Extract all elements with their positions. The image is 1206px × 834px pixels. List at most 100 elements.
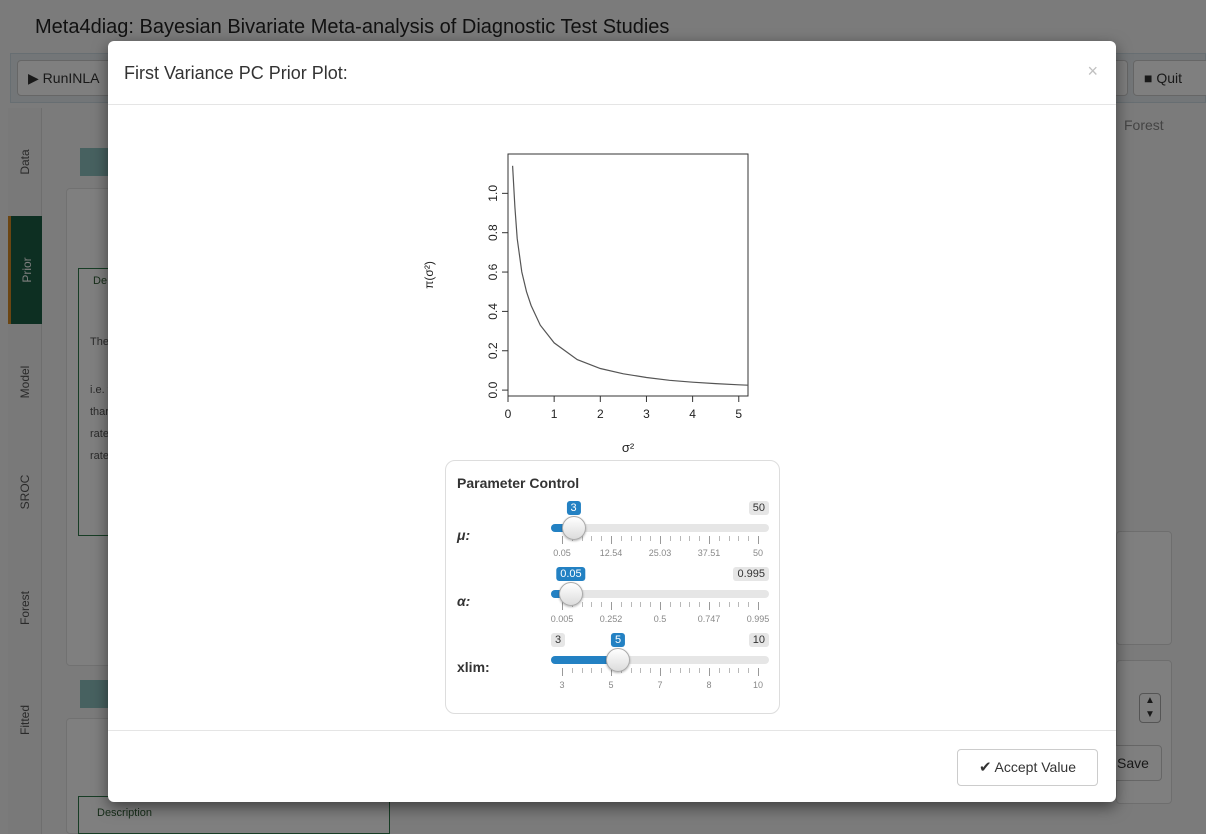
slider-tick bbox=[738, 668, 740, 673]
x-tick-label: 4 bbox=[689, 407, 696, 421]
y-tick-label: 0.0 bbox=[486, 381, 500, 398]
slider-tick bbox=[758, 668, 759, 676]
slider-tick bbox=[611, 536, 612, 544]
slider-tick bbox=[660, 602, 661, 610]
slider-tick bbox=[728, 536, 730, 541]
x-axis-label: σ² bbox=[622, 440, 635, 455]
prior-plot-modal: First Variance PC Prior Plot: × 0 1 2 3 4 5 0.… bbox=[108, 41, 1116, 802]
close-icon[interactable]: × bbox=[1087, 61, 1098, 81]
slider-tick bbox=[709, 668, 710, 676]
slider-tick bbox=[758, 602, 759, 610]
slider-tick bbox=[571, 668, 573, 673]
slider-tick bbox=[611, 668, 612, 676]
accept-value-label: Accept Value bbox=[994, 759, 1077, 775]
slider-tick bbox=[581, 602, 583, 607]
slider-tick bbox=[728, 668, 730, 673]
slider-track[interactable] bbox=[551, 524, 769, 532]
slider-track[interactable] bbox=[551, 590, 769, 598]
slider-tick bbox=[660, 668, 661, 676]
y-tick-label: 0.8 bbox=[486, 224, 500, 241]
slider-tick-label: 25.03 bbox=[648, 548, 672, 558]
slider-tick bbox=[689, 602, 691, 607]
x-tick-label: 1 bbox=[551, 407, 558, 421]
slider-tick bbox=[758, 536, 759, 544]
slider-tick-label: 8 bbox=[706, 680, 712, 690]
slider-tick bbox=[679, 668, 681, 673]
slider-tick bbox=[650, 668, 652, 673]
y-tick-label: 0.6 bbox=[486, 263, 500, 280]
slider-tick bbox=[748, 536, 750, 541]
slider-ticks bbox=[562, 668, 759, 678]
slider-tick bbox=[620, 602, 622, 607]
slider-tick-label: 50 bbox=[752, 548, 764, 558]
slider-tick bbox=[630, 668, 632, 673]
slider-tick bbox=[562, 668, 563, 676]
slider-tick bbox=[562, 536, 563, 544]
slider-tick bbox=[640, 602, 642, 607]
modal-header: First Variance PC Prior Plot: × bbox=[108, 41, 1116, 105]
slider-tick-label: 0.05 bbox=[553, 548, 571, 558]
slider-tick bbox=[738, 602, 740, 607]
checkmark-icon: ✔ bbox=[978, 759, 992, 776]
slider-tick bbox=[581, 668, 583, 673]
slider-ticks bbox=[562, 602, 759, 612]
accept-value-button[interactable]: ✔ Accept Value bbox=[957, 749, 1098, 786]
xlim-slider[interactable]: 3 5 7 8 10 3 10 5 bbox=[551, 633, 771, 703]
slider-tick bbox=[718, 536, 720, 541]
slider-tick bbox=[630, 602, 632, 607]
pc-prior-plot: 0 1 2 3 4 5 0.0 0.2 0.4 0.6 0.8 1.0 σ² π(σ²) bbox=[422, 153, 749, 455]
alpha-label: α: bbox=[457, 593, 471, 609]
slider-tick bbox=[699, 602, 701, 607]
slider-fill bbox=[551, 656, 618, 664]
slider-tick bbox=[611, 602, 612, 610]
alpha-slider[interactable]: 0.005 0.252 0.5 0.747 0.995 0.995 0.05 bbox=[551, 567, 771, 637]
parameter-control-title: Parameter Control bbox=[457, 475, 580, 491]
slider-tick bbox=[601, 536, 603, 541]
slider-value-label: 3 bbox=[566, 501, 581, 515]
x-tick-label: 2 bbox=[597, 407, 604, 421]
slider-handle[interactable] bbox=[606, 648, 630, 672]
slider-handle[interactable] bbox=[558, 582, 583, 606]
slider-tick bbox=[669, 668, 671, 673]
slider-tick-label: 0.995 bbox=[746, 614, 770, 624]
slider-tick bbox=[709, 536, 710, 544]
modal-footer: ✔ Accept Value bbox=[108, 730, 1116, 802]
slider-tick-label: 0.005 bbox=[550, 614, 574, 624]
slider-tick bbox=[620, 536, 622, 541]
x-tick-label: 3 bbox=[643, 407, 650, 421]
slider-tick bbox=[679, 536, 681, 541]
prior-density-line bbox=[512, 165, 749, 386]
y-tick-label: 0.4 bbox=[486, 303, 500, 320]
slider-tick bbox=[601, 668, 603, 673]
x-tick-label: 5 bbox=[735, 407, 742, 421]
slider-tick bbox=[630, 536, 632, 541]
y-tick-label: 1.0 bbox=[486, 185, 500, 202]
y-axis-label: π(σ²) bbox=[422, 261, 436, 289]
slider-tick bbox=[669, 602, 671, 607]
slider-value-label: 0.05 bbox=[556, 567, 586, 581]
x-tick-label: 0 bbox=[505, 407, 512, 421]
slider-tick-label: 10 bbox=[752, 680, 764, 690]
slider-tick bbox=[709, 602, 710, 610]
slider-max-label: 50 bbox=[748, 501, 769, 515]
slider-value-label: 5 bbox=[610, 633, 626, 647]
slider-tick bbox=[591, 602, 593, 607]
slider-track[interactable] bbox=[551, 656, 769, 664]
slider-tick bbox=[601, 602, 603, 607]
slider-tick bbox=[591, 536, 593, 541]
modal-title: First Variance PC Prior Plot: bbox=[124, 63, 348, 83]
slider-tick bbox=[650, 536, 652, 541]
slider-tick bbox=[689, 668, 691, 673]
mu-slider[interactable]: 0.05 12.54 25.03 37.51 50 50 3 bbox=[551, 501, 771, 571]
slider-tick bbox=[718, 602, 720, 607]
slider-tick-label: 0.5 bbox=[653, 614, 667, 624]
slider-tick-label: 37.51 bbox=[697, 548, 721, 558]
slider-ticks bbox=[562, 536, 759, 546]
slider-handle[interactable] bbox=[561, 516, 586, 540]
slider-tick bbox=[640, 536, 642, 541]
slider-tick bbox=[699, 668, 701, 673]
slider-tick bbox=[591, 668, 593, 673]
slider-tick bbox=[679, 602, 681, 607]
slider-tick-label: 5 bbox=[608, 680, 614, 690]
slider-tick-label: 0.252 bbox=[599, 614, 623, 624]
